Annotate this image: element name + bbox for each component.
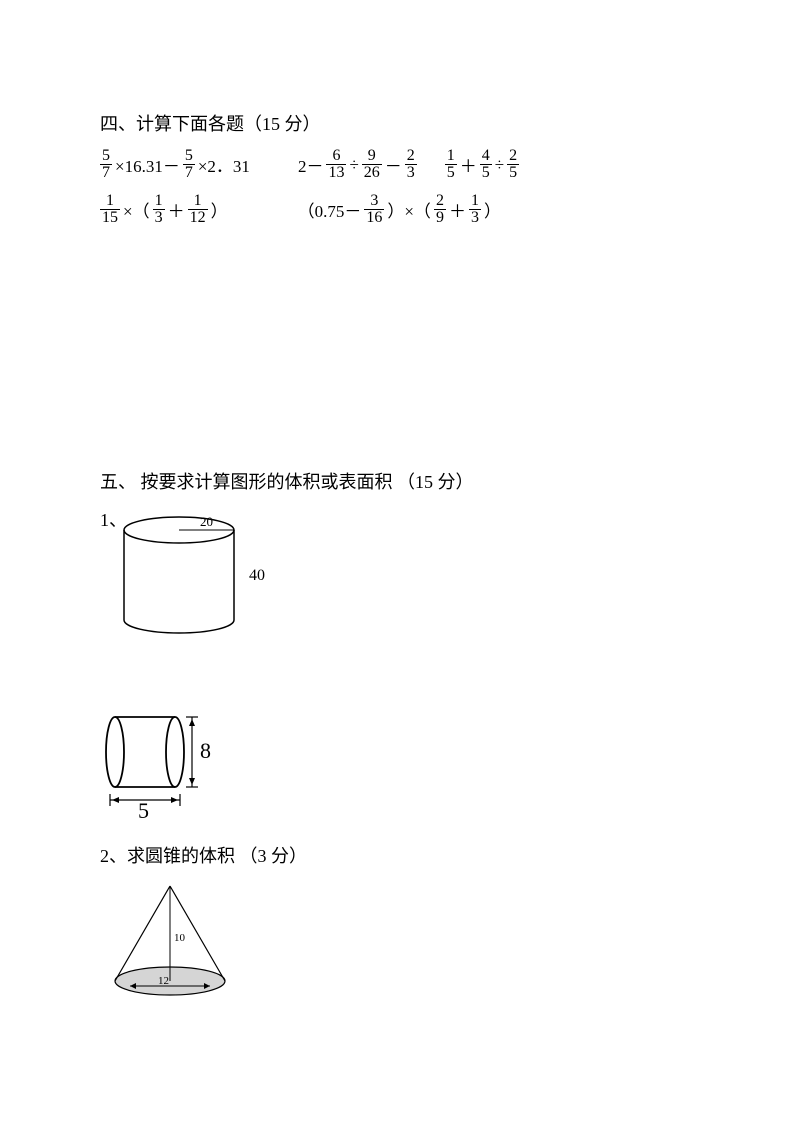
text: ）×（ [386,197,432,222]
numerator: 1 [104,193,116,209]
fraction: 6 13 [326,148,346,181]
text: ＋ [459,152,478,177]
numerator: 1 [469,193,481,209]
text: ÷ [494,155,505,175]
text: － [384,152,403,177]
expr-row-1: 5 7 ×16.31－ 5 7 ×2．31 2－ 6 13 ÷ 9 26 － [100,148,700,181]
expr-1: 5 7 ×16.31－ 5 7 ×2．31 [100,148,251,181]
denominator: 3 [405,164,417,181]
denominator: 5 [445,164,457,181]
expr-4: 1 15 ×（ 1 3 ＋ 1 12 ） [100,193,229,226]
text: ） [210,197,229,222]
denominator: 15 [100,209,120,226]
cone-height-label: 10 [174,932,186,944]
fraction: 1 3 [469,193,481,226]
cone-diagram: 10 12 [100,876,260,1006]
fraction: 5 7 [183,148,195,181]
text: ×（ [122,197,151,222]
numerator: 2 [507,148,519,164]
section4-heading: 四、计算下面各题（15 分） [100,110,700,136]
fraction: 1 15 [100,193,120,226]
fraction: 2 3 [405,148,417,181]
denominator: 12 [188,209,208,226]
item-label: 2、求圆锥的体积 （3 分） [100,846,307,866]
denominator: 7 [100,164,112,181]
section5-heading: 五、 按要求计算图形的体积或表面积 （15 分） [100,468,700,494]
fraction: 2 5 [507,148,519,181]
numerator: 5 [100,148,112,164]
text: 2－ [297,152,325,177]
text: （0.75－ [297,197,363,222]
denominator: 9 [434,209,446,226]
radius-label: 20 [200,514,213,529]
text: ×16.31－ [114,152,181,177]
denominator: 5 [507,164,519,181]
geom-item-1: 1、 20 40 [100,506,700,822]
denominator: 3 [153,209,165,226]
numerator: 9 [366,148,378,164]
fraction: 3 16 [364,193,384,226]
expr-5: （0.75－ 3 16 ）×（ 2 9 ＋ 1 3 ） [297,193,502,226]
numerator: 6 [330,148,342,164]
geom-item-2: 2、求圆锥的体积 （3 分） 10 12 [100,842,700,1006]
fraction: 1 3 [153,193,165,226]
cylinder-diagram-1: 20 40 [114,512,284,642]
fraction: 9 26 [362,148,382,181]
numerator: 2 [434,193,446,209]
text: ＋ [167,197,186,222]
numerator: 5 [183,148,195,164]
expr-3: 1 5 ＋ 4 5 ÷ 2 5 [445,148,519,181]
numerator: 2 [405,148,417,164]
fraction: 5 7 [100,148,112,181]
text: ÷ [348,155,359,175]
denominator: 3 [469,209,481,226]
denominator: 7 [183,164,195,181]
denominator: 16 [364,209,384,226]
cylinder-diagram-2: 8 5 [100,702,240,822]
item-label: 1、 [100,510,127,530]
text: ） [483,197,502,222]
numerator: 1 [153,193,165,209]
numerator: 1 [192,193,204,209]
expr-row-2: 1 15 ×（ 1 3 ＋ 1 12 ） （0.75－ 3 16 ）×（ [100,193,700,226]
expr-2: 2－ 6 13 ÷ 9 26 － 2 3 [297,148,417,181]
numerator: 3 [368,193,380,209]
denominator: 5 [480,164,492,181]
denominator: 26 [362,164,382,181]
cone-diameter-label: 12 [158,975,169,987]
fraction: 2 9 [434,193,446,226]
fraction: 1 5 [445,148,457,181]
height-label: 8 [200,738,211,763]
height-label: 40 [249,567,265,584]
text: ×2．31 [197,152,251,177]
numerator: 4 [480,148,492,164]
width-label: 5 [138,798,149,822]
text: ＋ [448,197,467,222]
fraction: 1 12 [188,193,208,226]
fraction: 4 5 [480,148,492,181]
denominator: 13 [326,164,346,181]
numerator: 1 [445,148,457,164]
